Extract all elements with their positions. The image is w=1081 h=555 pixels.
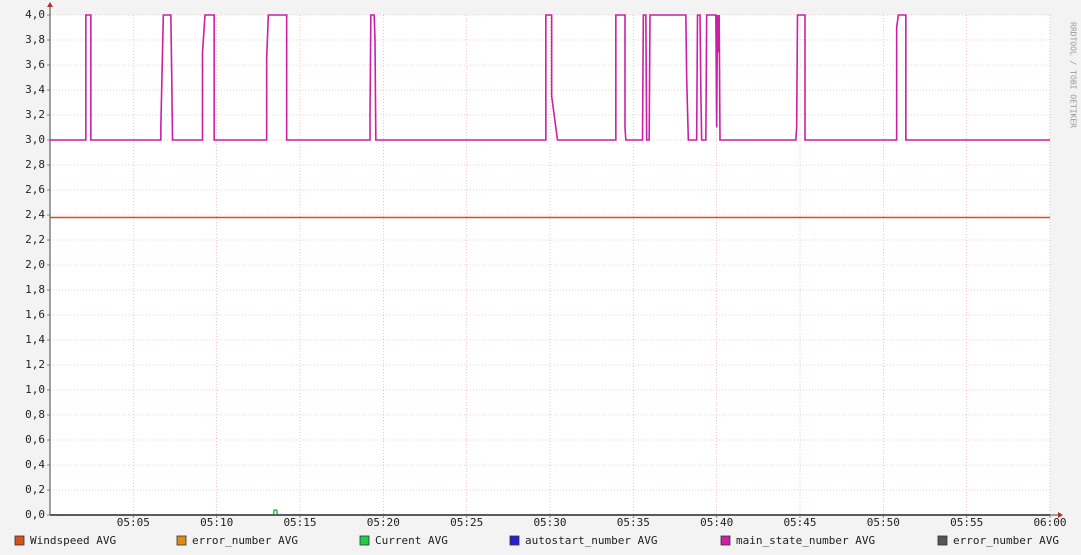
y-tick-label: 2,6 xyxy=(25,183,45,196)
x-tick-label: 05:50 xyxy=(867,516,900,529)
x-tick-label: 05:10 xyxy=(200,516,233,529)
legend-label: error_number AVG xyxy=(953,534,1059,547)
x-tick-label: 05:30 xyxy=(533,516,566,529)
x-tick-label: 05:25 xyxy=(450,516,483,529)
legend-label: main_state_number AVG xyxy=(736,534,875,547)
x-tick-label: 05:05 xyxy=(117,516,150,529)
y-tick-label: 0,6 xyxy=(25,433,45,446)
y-tick-label: 1,0 xyxy=(25,383,45,396)
x-tick-label: 05:45 xyxy=(783,516,816,529)
y-tick-label: 2,8 xyxy=(25,158,45,171)
y-tick-label: 2,0 xyxy=(25,258,45,271)
y-tick-label: 3,8 xyxy=(25,33,45,46)
x-tick-label: 05:35 xyxy=(617,516,650,529)
y-tick-label: 3,2 xyxy=(25,108,45,121)
legend-swatch xyxy=(176,535,187,546)
legend-swatch xyxy=(359,535,370,546)
y-tick-label: 2,4 xyxy=(25,208,45,221)
y-tick-label: 0,4 xyxy=(25,458,45,471)
y-tick-label: 3,0 xyxy=(25,133,45,146)
y-tick-label: 0,8 xyxy=(25,408,45,421)
line xyxy=(50,14,1050,141)
x-tick-label: 05:40 xyxy=(700,516,733,529)
legend-label: Current AVG xyxy=(375,534,448,547)
y-tick-label: 3,4 xyxy=(25,83,45,96)
legend-swatch xyxy=(14,535,25,546)
legend-label: autostart_number AVG xyxy=(525,534,657,547)
legend-swatch xyxy=(937,535,948,546)
legend-swatch xyxy=(509,535,520,546)
x-tick-label: 06:00 xyxy=(1033,516,1066,529)
legend-label: error_number AVG xyxy=(192,534,298,547)
y-tick-label: 0,0 xyxy=(25,508,45,521)
y-tick-label: 2,2 xyxy=(25,233,45,246)
y-tick-label: 1,2 xyxy=(25,358,45,371)
legend-label: Windspeed AVG xyxy=(30,534,116,547)
y-tick-label: 0,2 xyxy=(25,483,45,496)
y-tick-label: 1,8 xyxy=(25,283,45,296)
x-axis-arrow xyxy=(1058,512,1063,518)
legend-swatch xyxy=(720,535,731,546)
y-tick-label: 1,4 xyxy=(25,333,45,346)
y-tick-label: 3,6 xyxy=(25,58,45,71)
x-tick-label: 05:15 xyxy=(283,516,316,529)
y-tick-label: 4,0 xyxy=(25,8,45,21)
y-tick-label: 1,6 xyxy=(25,308,45,321)
x-tick-label: 05:20 xyxy=(367,516,400,529)
watermark: RRDTOOL / TOBI OETIKER xyxy=(1069,22,1078,128)
y-axis-arrow xyxy=(47,2,53,7)
x-tick-label: 05:55 xyxy=(950,516,983,529)
